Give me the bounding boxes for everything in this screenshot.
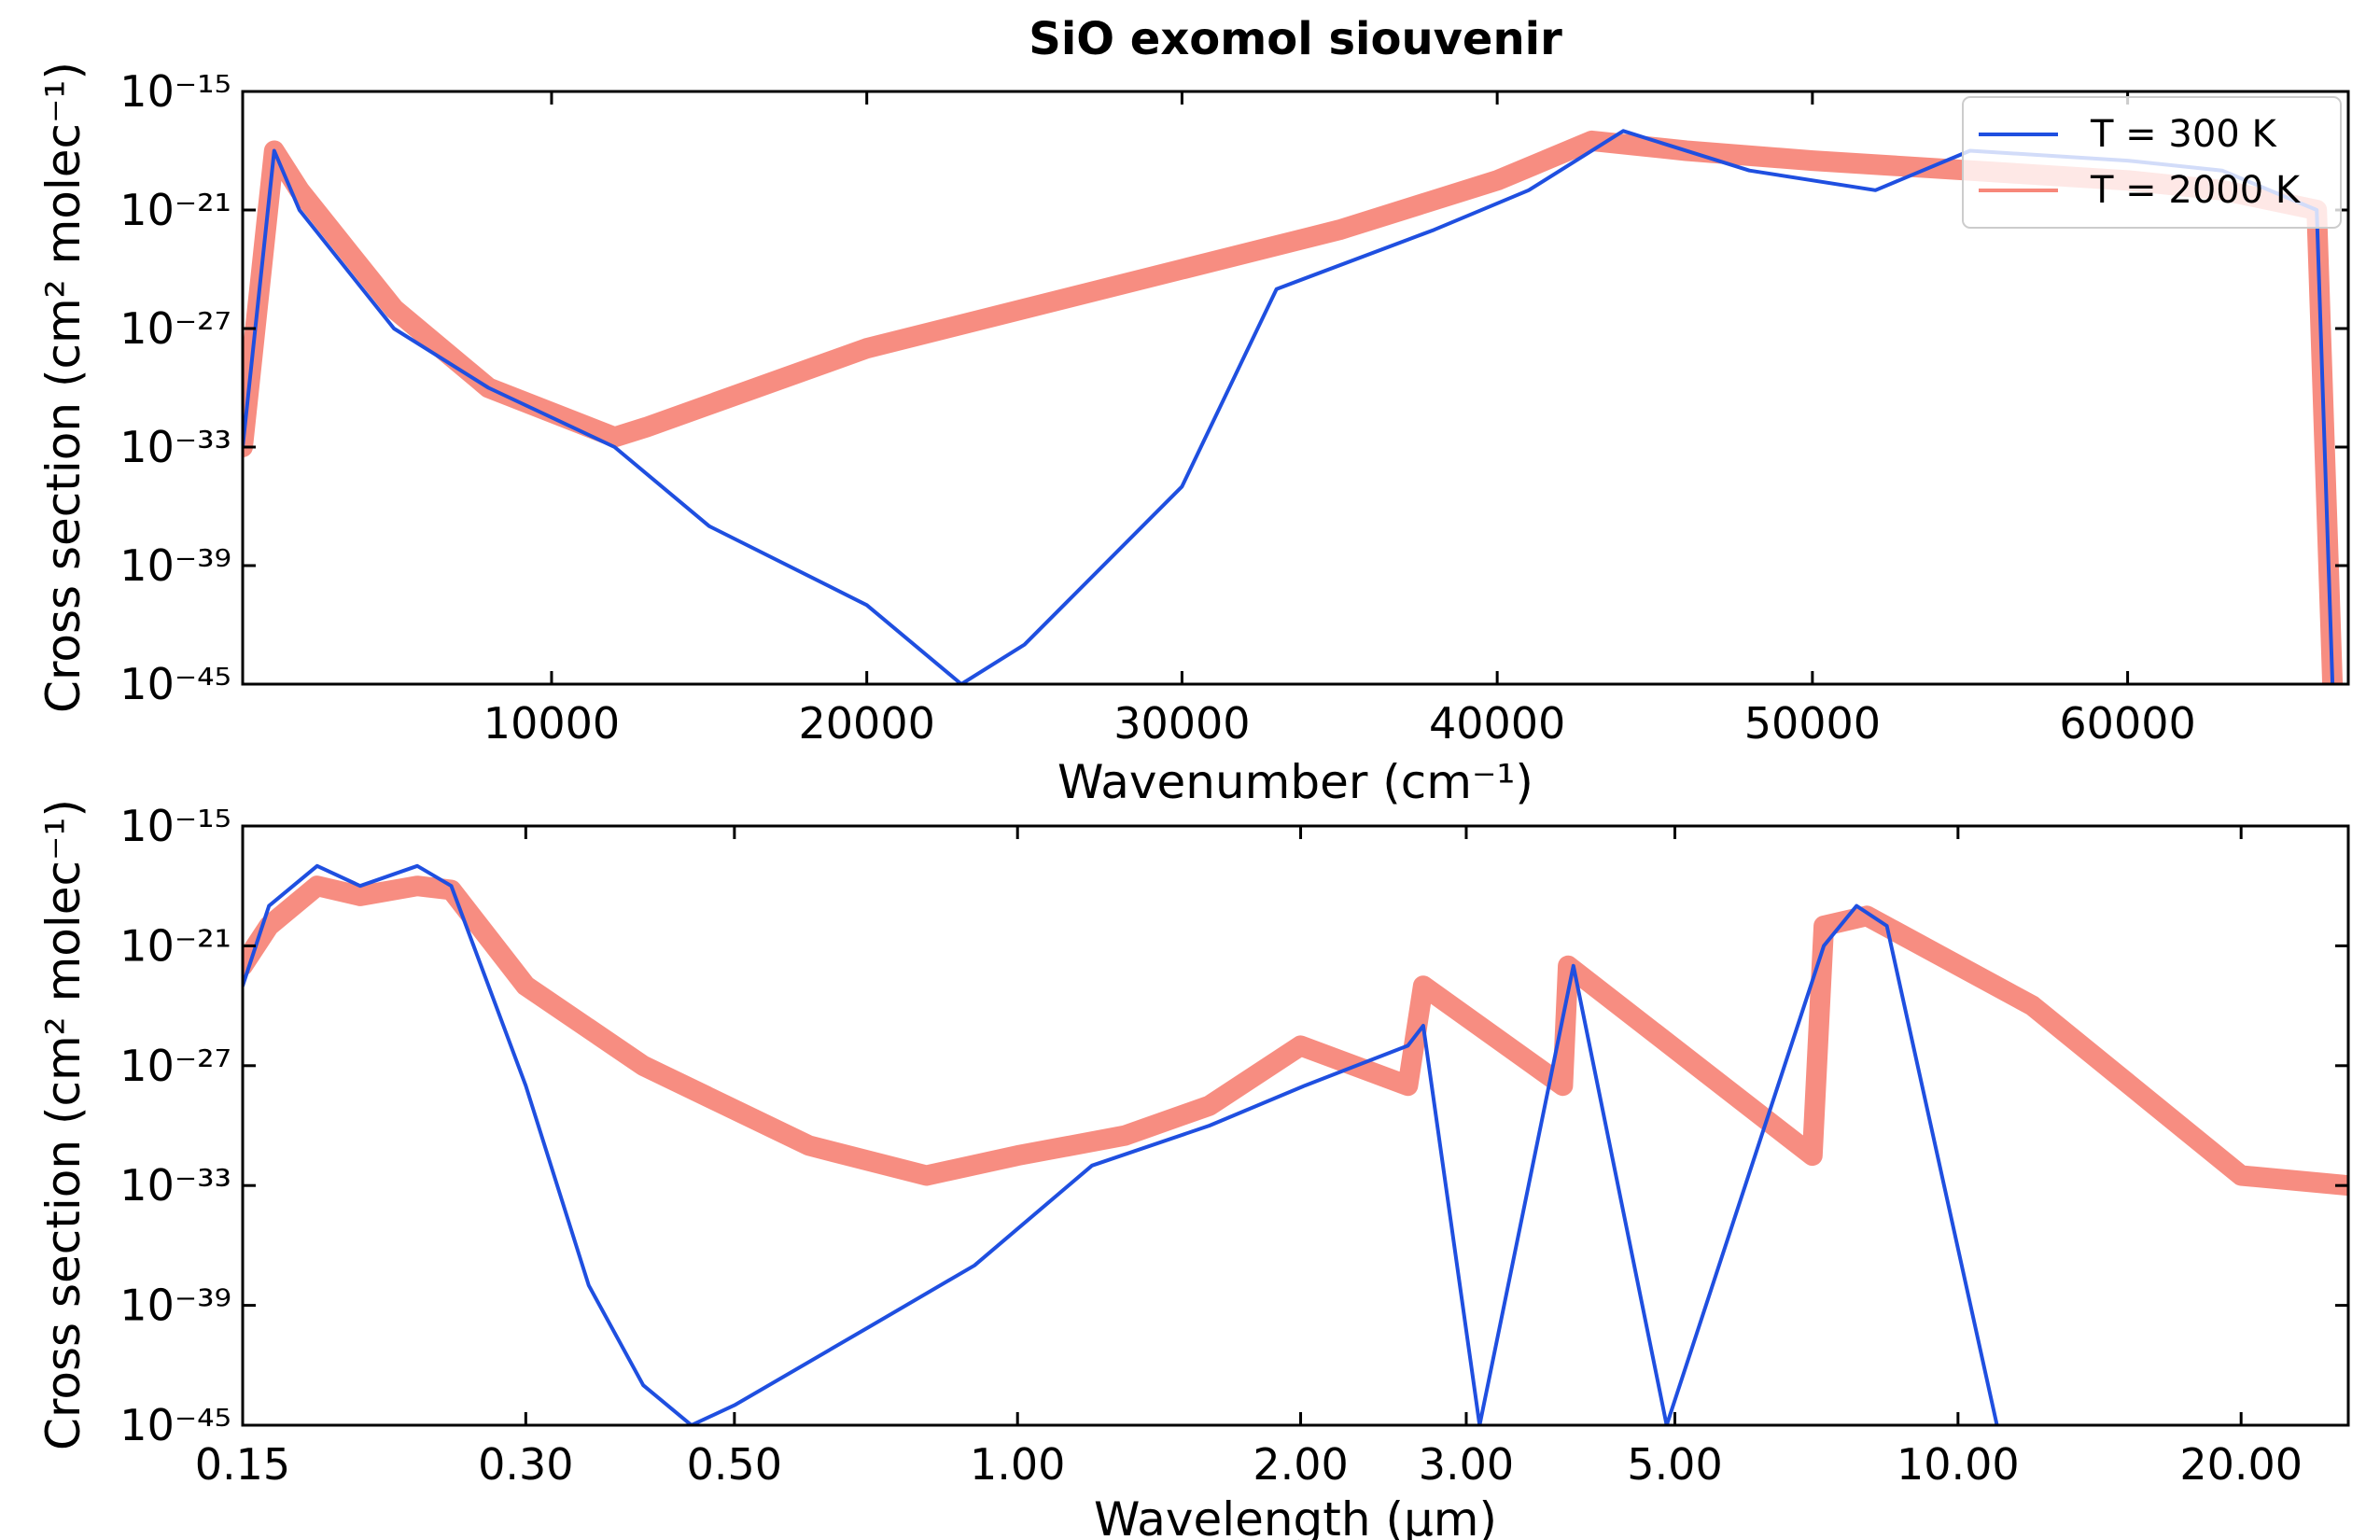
panel-wavelength: 0.15 0.30 0.50 1.00 2.00 3.00 5.00 10.00 20.00 1…	[36, 799, 2350, 1540]
top-y-ticks: 10⁻¹⁵ 10⁻²¹ 10⁻²⁷ 10⁻³³ 10⁻³⁹ 10⁻⁴⁵	[119, 66, 2348, 709]
top-plot-frame	[241, 90, 2350, 686]
bottom-x-axis-label: Wavelength (µm)	[1094, 1492, 1497, 1540]
top-x-ticks: 10000 20000 30000 40000 50000 60000	[483, 91, 2196, 749]
bottom-plot-frame	[241, 824, 2350, 1427]
bottom-x-tick-label: 0.30	[478, 1439, 573, 1490]
bottom-series-2000k	[243, 875, 2348, 1197]
bottom-y-ticks: 10⁻¹⁵ 10⁻²¹ 10⁻²⁷ 10⁻³³ 10⁻³⁹ 10⁻⁴⁵	[119, 801, 2348, 1450]
legend: T = 300 K T = 2000 K	[1962, 96, 2342, 229]
bottom-y-tick-label: 10⁻⁴⁵	[119, 1400, 231, 1450]
top-x-tick-label: 60000	[2059, 698, 2195, 749]
bottom-x-tick-label: 5.00	[1627, 1439, 1722, 1490]
bottom-y-tick-label: 10⁻²¹	[119, 920, 231, 971]
bottom-series-300k	[243, 863, 1999, 1425]
legend-label-300k: T = 300 K	[2090, 113, 2277, 156]
top-y-axis-label: Cross section (cm² molec⁻¹)	[36, 62, 91, 713]
top-x-axis-label: Wavenumber (cm⁻¹)	[1057, 755, 1533, 809]
bottom-y-axis-label: Cross section (cm² molec⁻¹)	[36, 799, 91, 1450]
bottom-x-tick-label: 1.00	[970, 1439, 1065, 1490]
chart-title: SiO exomol siouvenir	[1029, 13, 1562, 65]
top-y-tick-label: 10⁻³⁹	[119, 540, 231, 591]
legend-label-2000k: T = 2000 K	[2090, 169, 2302, 212]
bottom-x-tick-label: 3.00	[1419, 1439, 1514, 1490]
bottom-y-tick-label: 10⁻³⁹	[119, 1281, 231, 1331]
top-x-tick-label: 20000	[799, 698, 935, 749]
bottom-x-tick-label: 2.00	[1253, 1439, 1348, 1490]
top-x-tick-label: 50000	[1744, 698, 1881, 749]
top-y-tick-label: 10⁻¹⁵	[119, 66, 231, 117]
bottom-y-tick-label: 10⁻³³	[119, 1160, 231, 1211]
panel-wavenumber: 10000 20000 30000 40000 50000 60000 10⁻¹⁵ 10⁻²…	[36, 62, 2350, 809]
top-y-tick-label: 10⁻²¹	[119, 185, 231, 235]
top-x-tick-label: 10000	[483, 698, 620, 749]
bottom-y-tick-label: 10⁻¹⁵	[119, 801, 231, 851]
bottom-y-tick-label: 10⁻²⁷	[119, 1041, 231, 1091]
top-y-tick-label: 10⁻²⁷	[119, 303, 231, 354]
bottom-x-tick-label: 0.15	[195, 1439, 290, 1490]
bottom-x-tick-label: 0.50	[687, 1439, 782, 1490]
top-x-tick-label: 40000	[1429, 698, 1565, 749]
top-y-tick-label: 10⁻³³	[119, 422, 231, 472]
bottom-x-ticks: 0.15 0.30 0.50 1.00 2.00 3.00 5.00 10.00 20.00	[195, 826, 2303, 1490]
bottom-x-tick-label: 20.00	[2179, 1439, 2303, 1490]
top-x-tick-label: 30000	[1113, 698, 1250, 749]
bottom-series-group	[243, 863, 2348, 1425]
legend-box	[1962, 96, 2342, 229]
top-y-tick-label: 10⁻⁴⁵	[119, 659, 231, 709]
bottom-x-tick-label: 10.00	[1897, 1439, 2020, 1490]
